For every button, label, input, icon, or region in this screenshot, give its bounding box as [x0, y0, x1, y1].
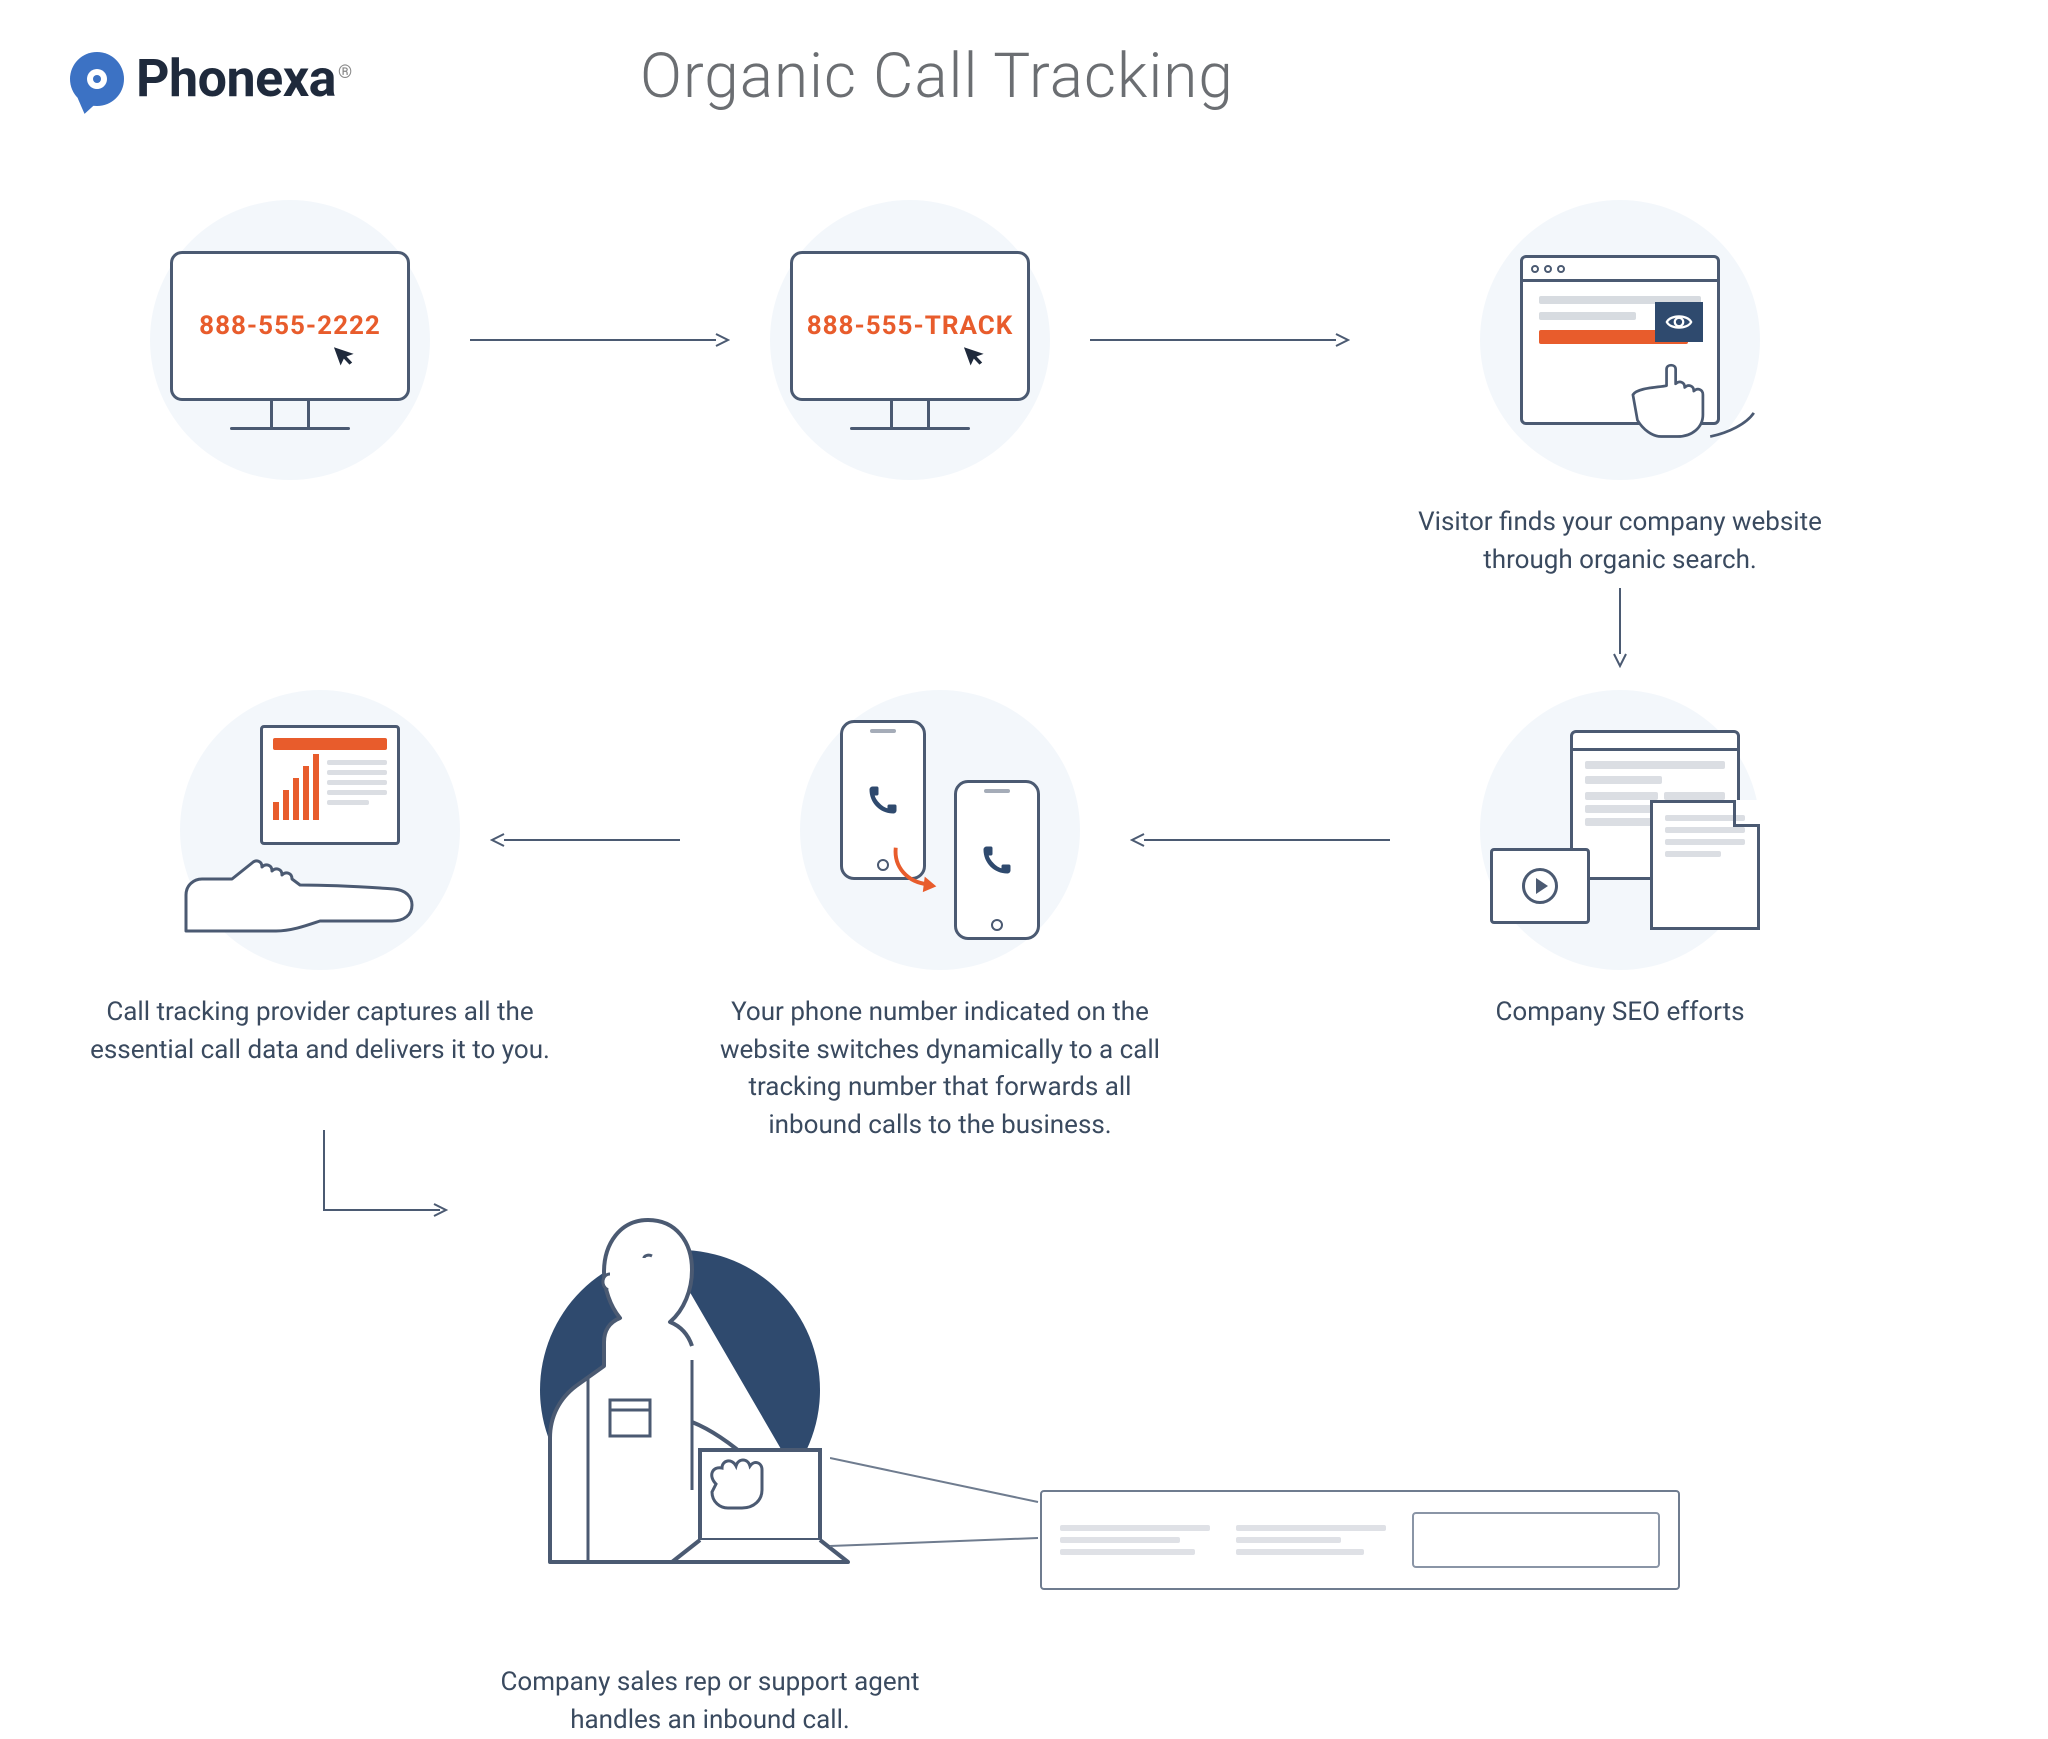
arrow-right-icon — [1090, 330, 1350, 350]
arrow-elbow-icon — [314, 1130, 454, 1250]
step-caption: Company sales rep or support agent handl… — [470, 1664, 950, 1739]
person-laptop-icon — [460, 1190, 860, 1590]
phone-number-original: 888-555-2222 — [199, 311, 381, 341]
arrow-down-icon — [1610, 588, 1630, 668]
step-agent-illustration — [460, 1190, 860, 1590]
step-monitor-tracking: 888-555-TRACK — [750, 200, 1070, 480]
brand-name: Phonexa® — [136, 48, 352, 109]
step-caption: Visitor finds your company website throu… — [1380, 504, 1860, 579]
seo-stack-icon — [1490, 730, 1750, 930]
arrow-right-icon — [470, 330, 730, 350]
forward-arrow-icon — [888, 838, 946, 896]
phone-icon — [979, 842, 1015, 878]
phone-number-tracking: 888-555-TRACK — [807, 311, 1014, 341]
step-organic-search: Visitor finds your company website throu… — [1360, 200, 1880, 579]
eye-icon — [1655, 302, 1703, 342]
monitor-icon: 888-555-TRACK — [790, 251, 1030, 430]
monitor-icon: 888-555-2222 — [170, 251, 410, 430]
step-monitor-original: 888-555-2222 — [130, 200, 450, 480]
connector-lines — [830, 1446, 1050, 1556]
step-switch: Your phone number indicated on the websi… — [660, 690, 1220, 1145]
phone-forward-icon — [840, 720, 1040, 940]
step-capture: Call tracking provider captures all the … — [80, 690, 560, 1069]
logo-mark-icon — [70, 52, 124, 106]
open-hand-icon — [180, 825, 420, 935]
step-caption: Your phone number indicated on the websi… — [700, 994, 1180, 1145]
browser-window-icon — [1520, 255, 1720, 425]
cursor-icon — [331, 338, 361, 370]
pointing-hand-icon — [1627, 342, 1757, 442]
step-seo: Company SEO efforts — [1400, 690, 1840, 1032]
cursor-icon — [961, 338, 991, 370]
step-caption: Company SEO efforts — [1400, 994, 1840, 1032]
report-hand-icon — [190, 725, 450, 935]
play-icon — [1522, 868, 1558, 904]
call-record-bar — [1040, 1490, 1680, 1590]
brand-logo: Phonexa® — [70, 48, 352, 109]
diagram-title: Organic Call Tracking — [640, 40, 1234, 113]
step-caption: Call tracking provider captures all the … — [80, 994, 560, 1069]
phone-icon — [865, 782, 901, 818]
